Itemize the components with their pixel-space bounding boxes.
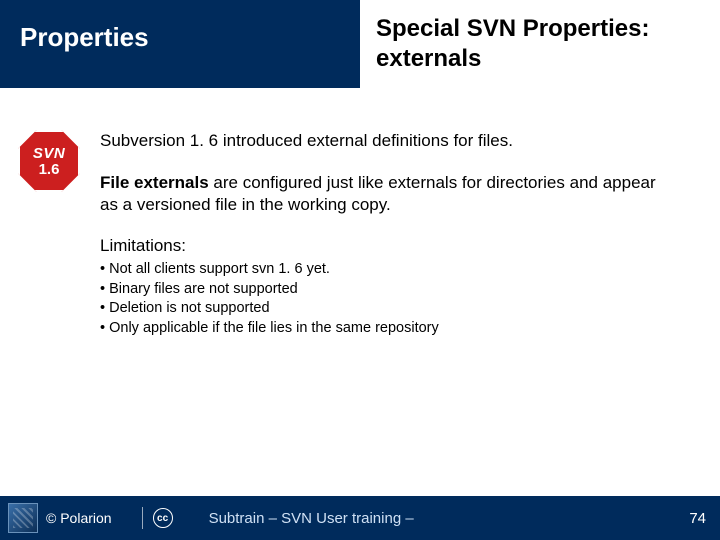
cc-license-icon: cc bbox=[153, 508, 173, 528]
svn-version-badge: SVN 1.6 bbox=[18, 130, 80, 192]
footer-separator bbox=[142, 507, 143, 529]
list-item: • Only applicable if the file lies in th… bbox=[100, 319, 660, 339]
bullet-text: Not all clients support svn 1. 6 yet. bbox=[109, 261, 330, 277]
intro-paragraph: Subversion 1. 6 introduced external defi… bbox=[100, 130, 660, 152]
page-number: 74 bbox=[689, 510, 706, 527]
stop-sign-icon: SVN 1.6 bbox=[18, 130, 80, 192]
slide-header: Properties Special SVN Properties: exter… bbox=[0, 0, 720, 88]
file-externals-paragraph: File externals are configured just like … bbox=[100, 172, 660, 216]
limitations-list: • Not all clients support svn 1. 6 yet. … bbox=[100, 260, 660, 338]
badge-text-svn: SVN bbox=[33, 145, 65, 162]
footer-training-label: Subtrain – SVN User training – bbox=[209, 510, 414, 527]
header-right-panel: Special SVN Properties: externals bbox=[360, 0, 720, 88]
cc-label: cc bbox=[157, 513, 168, 524]
bullet-text: Only applicable if the file lies in the … bbox=[109, 320, 439, 336]
list-item: • Deletion is not supported bbox=[100, 299, 660, 319]
section-title: Properties bbox=[20, 22, 149, 53]
header-left-panel: Properties bbox=[0, 0, 360, 88]
footer-copyright: © Polarion bbox=[46, 511, 112, 526]
polarion-logo-icon bbox=[8, 503, 38, 533]
bullet-text: Deletion is not supported bbox=[109, 300, 269, 316]
slide-title-line1: Special SVN Properties: bbox=[376, 15, 649, 42]
badge-text-version: 1.6 bbox=[39, 161, 60, 178]
copyright-line1: © Polarion bbox=[46, 510, 112, 526]
file-externals-bold: File externals bbox=[100, 173, 209, 192]
slide-body: Subversion 1. 6 introduced external defi… bbox=[100, 130, 660, 339]
bullet-text: Binary files are not supported bbox=[109, 281, 298, 297]
slide-title-line2: externals bbox=[376, 45, 481, 72]
list-item: • Not all clients support svn 1. 6 yet. bbox=[100, 260, 660, 280]
slide-footer: © Polarion cc Subtrain – SVN User traini… bbox=[0, 496, 720, 540]
slide-title: Special SVN Properties: externals bbox=[376, 14, 704, 74]
list-item: • Binary files are not supported bbox=[100, 280, 660, 300]
limitations-heading: Limitations: bbox=[100, 236, 660, 256]
